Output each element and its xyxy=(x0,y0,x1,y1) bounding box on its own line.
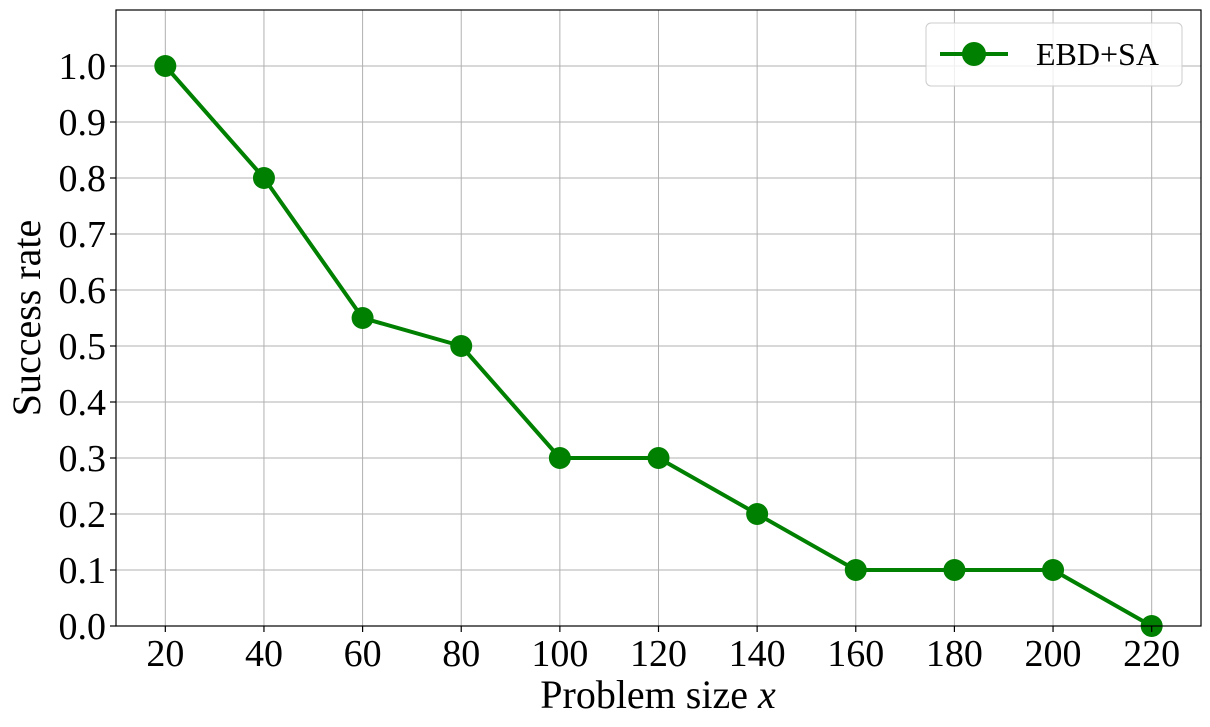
data-point xyxy=(548,447,571,469)
x-tick-label: 220 xyxy=(1123,633,1180,675)
y-axis-ticks: 0.0 0.1 0.2 0.3 0.4 0.5 0.6 0.7 0.8 0.9 1.0 xyxy=(59,46,116,648)
data-point xyxy=(647,447,670,469)
series-layer xyxy=(154,55,1163,637)
y-tick-label: 0.5 xyxy=(59,326,107,368)
x-axis-ticks: 20 40 60 80 100 120 140 160 180 200 220 xyxy=(146,626,1180,675)
x-tick-label: 140 xyxy=(729,633,786,675)
x-axis-label: Problem size x xyxy=(540,672,776,717)
data-point xyxy=(252,167,275,189)
y-tick-label: 0.6 xyxy=(59,270,107,312)
legend: EBD+SA xyxy=(925,22,1183,87)
data-point xyxy=(351,307,374,329)
y-tick-label: 0.4 xyxy=(59,382,107,424)
data-point xyxy=(943,559,966,581)
legend-marker-sample xyxy=(962,42,986,66)
data-point xyxy=(450,335,473,357)
y-tick-label: 0.0 xyxy=(59,606,107,648)
y-tick-label: 0.3 xyxy=(59,438,107,480)
data-point xyxy=(1042,559,1065,581)
y-tick-label: 0.8 xyxy=(59,158,107,200)
data-point xyxy=(746,503,769,525)
data-point xyxy=(154,55,177,77)
x-tick-label: 120 xyxy=(630,633,687,675)
y-tick-label: 1.0 xyxy=(59,46,107,88)
y-tick-label: 0.2 xyxy=(59,494,107,536)
y-tick-label: 0.7 xyxy=(59,214,107,256)
x-axis-variable: x xyxy=(757,672,776,717)
x-tick-label: 200 xyxy=(1025,633,1082,675)
grid xyxy=(116,10,1201,627)
legend-entry-label: EBD+SA xyxy=(1036,36,1159,72)
x-tick-label: 160 xyxy=(827,633,884,675)
legend-box xyxy=(925,22,1183,87)
x-tick-label: 20 xyxy=(146,633,184,675)
y-tick-label: 0.1 xyxy=(59,550,107,592)
data-point xyxy=(844,559,867,581)
x-tick-label: 60 xyxy=(344,633,382,675)
y-tick-label: 0.9 xyxy=(59,102,107,144)
y-axis-label: Success rate xyxy=(4,220,49,417)
x-tick-label: 40 xyxy=(245,633,283,675)
x-tick-label: 100 xyxy=(531,633,588,675)
x-tick-label: 180 xyxy=(926,633,983,675)
x-tick-label: 80 xyxy=(442,633,480,675)
